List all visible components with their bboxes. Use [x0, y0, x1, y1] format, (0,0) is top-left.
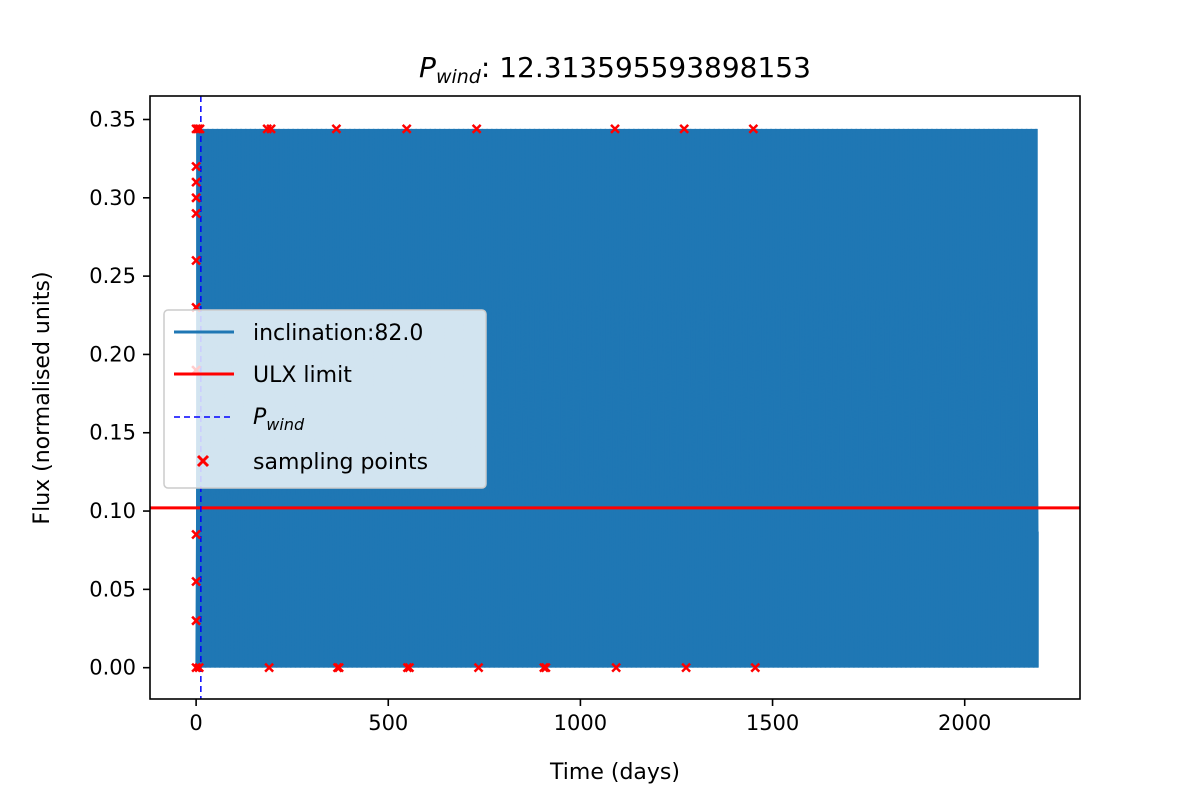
- chart-title-symbol: P: [419, 51, 436, 84]
- sampling-point-32: [748, 124, 759, 134]
- sampling-point-26: [539, 662, 549, 673]
- sampling-point-18: [331, 124, 342, 134]
- sampling-point-stroke-b: [401, 124, 412, 134]
- x-tick-label-0: 0: [189, 711, 202, 735]
- legend-item-p-wind: Pwind: [174, 405, 305, 434]
- sampling-point-10: [191, 161, 201, 172]
- y-tick-label-6: 0.30: [89, 186, 136, 210]
- legend-label-inclination: inclination:82.0: [253, 321, 423, 346]
- sampling-point-stroke-b: [195, 124, 205, 134]
- sampling-point-stroke-b: [191, 615, 201, 626]
- sampling-point-stroke-b: [402, 662, 413, 673]
- sampling-point-stroke-b: [681, 662, 691, 673]
- y-tick-label-7: 0.35: [89, 107, 136, 131]
- sampling-point-stroke-b: [471, 124, 482, 134]
- sampling-point-stroke-b: [191, 208, 201, 219]
- sampling-point-stroke-b: [266, 124, 276, 134]
- sampling-point-25: [473, 662, 484, 673]
- sampling-point-20: [334, 662, 344, 673]
- sampling-point-9: [191, 177, 201, 188]
- sampling-point-30: [679, 124, 690, 134]
- y-tick-label-2: 0.10: [89, 499, 136, 523]
- legend-label-p-wind: Pwind: [253, 405, 305, 434]
- sampling-point-8: [191, 192, 201, 203]
- sampling-point-stroke-b: [191, 161, 201, 172]
- legend-item-ulx-limit: ULX limit: [174, 363, 352, 388]
- sampling-point-1: [191, 615, 201, 626]
- legend: inclination:82.0 ULX limit Pwind samplin…: [163, 309, 487, 489]
- legend-item-sampling-points: sampling points: [196, 450, 428, 475]
- sampling-point-29: [611, 662, 622, 673]
- x-tick-label-4: 2000: [938, 711, 991, 735]
- sampling-point-2: [191, 576, 201, 587]
- legend-label-sampling-points: sampling points: [253, 450, 428, 475]
- sampling-point-17: [266, 124, 276, 134]
- legend-label-p-wind-subscript: wind: [266, 415, 305, 434]
- sampling-point-22: [402, 662, 413, 673]
- y-tick-label-5: 0.25: [89, 264, 136, 288]
- axes-frame: [149, 95, 1081, 700]
- sampling-point-stroke-b: [750, 662, 761, 673]
- sampling-point-stroke-b: [191, 662, 201, 673]
- sampling-point-stroke-b: [191, 177, 201, 188]
- sampling-point-stroke-b: [610, 124, 620, 134]
- legend-label-ulx-limit: ULX limit: [253, 363, 352, 388]
- sampling-point-24: [471, 124, 482, 134]
- sampling-point-stroke-b: [611, 662, 622, 673]
- y-tick-label-3: 0.15: [89, 421, 136, 445]
- y-axis-label: Flux (normalised units): [30, 271, 55, 524]
- x-tick-label-1: 500: [368, 711, 408, 735]
- y-tick-label-4: 0.20: [89, 342, 136, 366]
- legend-item-inclination: inclination:82.0: [174, 321, 423, 346]
- sampling-point-stroke-b: [748, 124, 759, 134]
- sampling-point-stroke-b: [539, 662, 549, 673]
- chart-title-value: : 12.313595593898153: [481, 51, 811, 84]
- sampling-point-stroke-b: [191, 529, 201, 540]
- sampling-point-stroke-b: [264, 662, 275, 673]
- sampling-point-stroke-b: [473, 662, 484, 673]
- chart-title: Pwind: 12.313595593898153: [419, 51, 811, 88]
- x-tick-label-3: 1500: [746, 711, 799, 735]
- sampling-point-27: [540, 662, 551, 673]
- sampling-point-stroke-b: [191, 192, 201, 203]
- sampling-point-33: [750, 662, 761, 673]
- sampling-point-16: [264, 662, 275, 673]
- legend-label-p-wind-symbol: P: [253, 405, 267, 430]
- x-tick-label-2: 1000: [554, 711, 607, 735]
- sampling-point-stroke-b: [334, 662, 344, 673]
- x-axis-label: Time (days): [549, 760, 680, 785]
- chart-title-subscript: wind: [436, 66, 482, 88]
- sampling-point-6: [191, 255, 201, 266]
- legend-frame: [163, 309, 487, 489]
- sampling-point-stroke-b: [540, 662, 551, 673]
- sampling-point-31: [681, 662, 691, 673]
- sampling-point-13: [194, 662, 205, 673]
- sampling-point-stroke-b: [194, 662, 205, 673]
- legend-swatch-sampling-points: [196, 454, 210, 468]
- sampling-point-12: [193, 124, 203, 134]
- sampling-point-14: [195, 124, 205, 134]
- sampling-point-stroke-b: [193, 124, 203, 134]
- sampling-point-3: [191, 529, 201, 540]
- sampling-point-21: [401, 124, 412, 134]
- sampling-point-0: [191, 662, 201, 673]
- sampling-point-7: [191, 208, 201, 219]
- sampling-point-stroke-b: [191, 576, 201, 587]
- sampling-point-stroke-b: [679, 124, 690, 134]
- y-tick-label-1: 0.05: [89, 577, 136, 601]
- sampling-point-stroke-b: [191, 255, 201, 266]
- sampling-point-stroke-b: [404, 662, 415, 673]
- sampling-point-23: [404, 662, 415, 673]
- sampling-point-stroke-b: [331, 124, 342, 134]
- y-tick-label-0: 0.00: [89, 656, 136, 680]
- sampling-point-28: [610, 124, 620, 134]
